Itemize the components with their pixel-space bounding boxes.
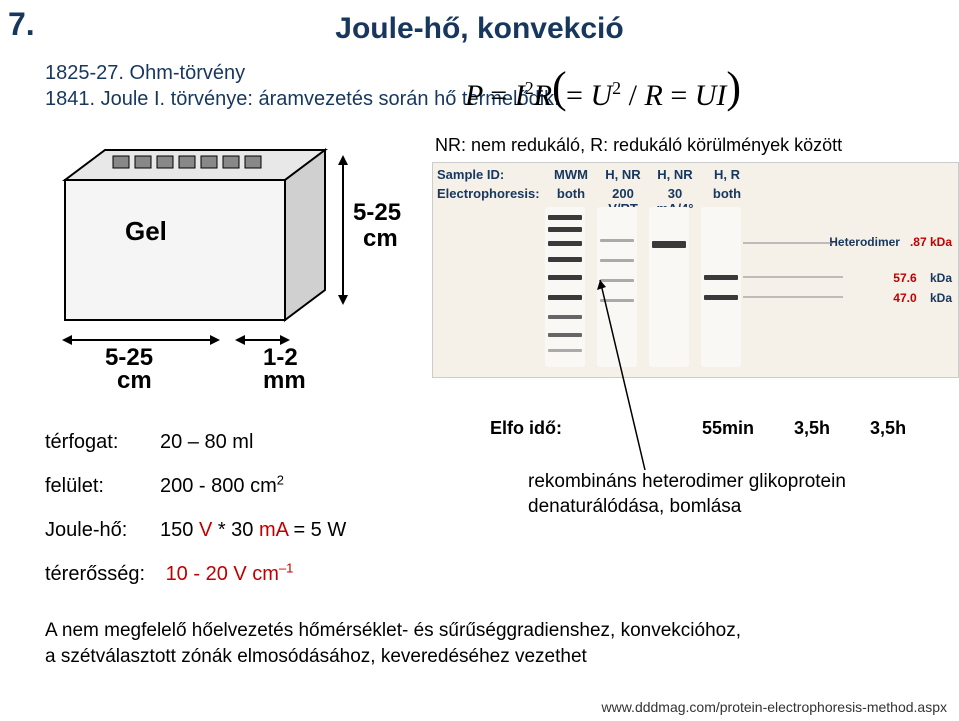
gel-label: Gel <box>125 216 167 246</box>
slash: / <box>621 79 644 112</box>
slide-number: 7. <box>8 6 35 43</box>
lane-hr <box>701 207 741 367</box>
var-i: I <box>515 79 525 112</box>
svg-text:cm: cm <box>363 225 398 252</box>
elfo-time: 3,5h <box>794 418 830 439</box>
elfo-time: 3,5h <box>870 418 906 439</box>
sup-2: 2 <box>612 78 621 98</box>
lane-hnr-200v <box>597 207 637 367</box>
lane-hnr-30ma <box>649 207 689 367</box>
bottom-paragraph: A nem megfelelő hőelvezetés hőmérséklet-… <box>45 618 914 669</box>
gel-lanes <box>545 207 741 367</box>
annot-unit: kDa <box>930 291 952 305</box>
page-title: Joule-hő, konvekció <box>335 12 623 46</box>
svg-text:cm: cm <box>117 367 152 390</box>
eq: = <box>490 79 507 112</box>
param-row: térerősség: 10 - 20 V cm–1 <box>45 552 346 596</box>
nr-note: NR: nem redukáló, R: redukáló körülménye… <box>435 135 842 156</box>
annot-label: Heterodimer <box>829 235 900 249</box>
col-header: H, NR <box>649 167 701 182</box>
param-label: felület: <box>45 464 160 508</box>
subtitle-line-1: 1825-27. Ohm-törvény <box>45 62 245 85</box>
elfo-time: 55min <box>702 418 754 439</box>
lparen: ( <box>552 62 567 113</box>
annot-heterodimer: Heterodimer .87 kDa <box>829 235 952 249</box>
param-label: térerősség: <box>45 552 160 596</box>
text-line: a szétválasztott zónák elmosódásához, ke… <box>45 644 914 670</box>
formula: P = I2R(= U2 / R = UI) <box>465 78 726 113</box>
sup-2: 2 <box>525 78 534 98</box>
source-url: www.dddmag.com/protein-electrophoresis-m… <box>602 699 948 715</box>
annot-470: 47.0 kDa <box>893 291 952 305</box>
col-header: H, NR <box>597 167 649 182</box>
var-p: P <box>465 79 483 112</box>
var-ui: UI <box>695 79 727 112</box>
param-value: 10 - 20 V cm–1 <box>160 552 293 596</box>
annot-576: 57.6 kDa <box>893 271 952 285</box>
annot-unit: kDa <box>930 271 952 285</box>
svg-text:5-25: 5-25 <box>353 199 401 226</box>
var-r: R <box>644 79 662 112</box>
row-label: Electrophoresis: <box>437 186 545 216</box>
annot-value: .87 kDa <box>910 235 952 249</box>
param-value: 150 V * 30 mA = 5 W <box>160 508 346 552</box>
param-row: felület: 200 - 800 cm2 <box>45 464 346 508</box>
gel-diagram: Gel 5-25 cm 5-25 cm 1-2 mm <box>25 140 425 390</box>
param-label: térfogat: <box>45 420 160 464</box>
parameter-list: térfogat: 20 – 80 ml felület: 200 - 800 … <box>45 420 346 596</box>
lane-mwm <box>545 207 585 367</box>
param-row: Joule-hő: 150 V * 30 mA = 5 W <box>45 508 346 552</box>
param-row: térfogat: 20 – 80 ml <box>45 420 346 464</box>
var-u: U <box>590 79 612 112</box>
text-line: A nem megfelelő hőelvezetés hőmérséklet-… <box>45 618 914 644</box>
annot-value: 47.0 <box>893 291 916 305</box>
eq: = <box>566 79 583 112</box>
elfo-time-row: Elfo idő: 55min 3,5h 3,5h <box>490 418 906 439</box>
param-value: 20 – 80 ml <box>160 420 253 464</box>
annot-value: 57.6 <box>893 271 916 285</box>
row-label: Sample ID: <box>437 167 545 182</box>
param-value: 200 - 800 cm2 <box>160 464 284 508</box>
gel-result-table: Sample ID: MWM H, NR H, NR H, R Electrop… <box>432 162 959 378</box>
text-line: denaturálódása, bomlása <box>528 495 846 520</box>
table-header-row: Sample ID: MWM H, NR H, NR H, R <box>433 163 958 182</box>
rparen: ) <box>726 62 741 113</box>
col-header: H, R <box>701 167 753 182</box>
var-r: R <box>534 79 552 112</box>
param-label: Joule-hő: <box>45 508 160 552</box>
eq: = <box>670 79 687 112</box>
text-line: rekombináns heterodimer glikoprotein <box>528 470 846 495</box>
col-header: MWM <box>545 167 597 182</box>
annot-lines <box>743 235 843 305</box>
elfo-label: Elfo idő: <box>490 418 562 439</box>
recombinant-note: rekombináns heterodimer glikoprotein den… <box>528 470 846 519</box>
svg-text:mm: mm <box>263 367 306 390</box>
